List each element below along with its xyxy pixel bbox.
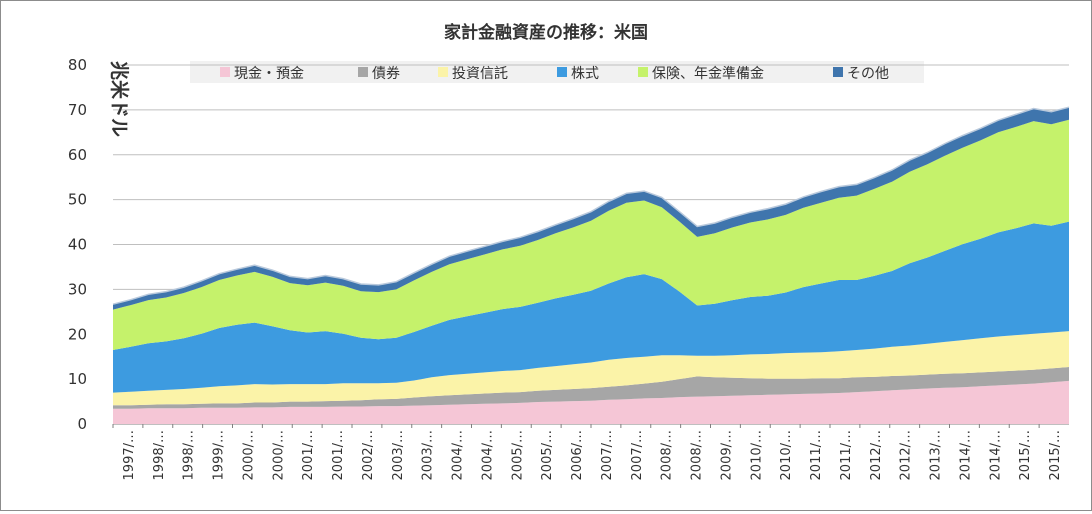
area-5 [113,119,1069,350]
x-tick-label: 2002/… [361,430,376,480]
area-series [113,107,1069,424]
x-tick-label: 2009/… [719,430,734,480]
legend-swatch [358,67,368,77]
x-tick-label: 2008/… [660,430,675,480]
y-tick-label: 70 [68,101,87,119]
top-edge [112,106,1070,305]
x-tick-label: 2006/… [570,430,585,480]
area-2 [113,367,1069,409]
y-tick-label: 60 [68,146,87,164]
legend-label: 現金・預金 [234,66,304,82]
legend-label: 債券 [372,66,400,82]
x-tick-label: 2011/… [809,430,824,480]
x-tick-label: 2003/… [421,430,436,480]
x-tick-label: 2015/… [1018,430,1033,480]
x-tick-label: 2000/… [271,430,286,480]
y-tick-label: 80 [68,56,87,74]
x-tick-label: 1997/… [122,430,137,480]
x-tick-label: 2007/… [600,430,615,480]
legend: 現金・預金 債券 投資信託 株式 保険、年金準備金 その他 [190,61,924,83]
y-tick-label: 50 [68,191,87,209]
x-tick-label: 1999/… [212,430,227,480]
x-tick-label: 2012/… [869,430,884,480]
x-tick-label: 2012/… [899,430,914,480]
x-tick-label: 1998/… [152,430,167,480]
legend-swatch [220,67,230,77]
area-3 [113,331,1069,406]
x-tick-label: 2004/… [451,430,466,480]
x-tick-label: 2007/… [630,430,645,480]
x-tick-label: 1998/… [182,430,197,480]
legend-label: 投資信託 [452,66,508,82]
x-tick-label: 2011/… [839,430,854,480]
legend-swatch [438,67,448,77]
legend-label: その他 [847,66,889,82]
x-tick-label: 2010/… [779,430,794,480]
x-tick-label: 2003/… [391,430,406,480]
chart-title: 家計金融資産の推移：米国 [444,22,648,43]
legend-swatch [638,67,648,77]
x-tick-label: 2001/… [331,430,346,480]
x-tick-label: 2014/… [958,430,973,480]
area-4 [113,221,1069,393]
y-tick-label: 30 [68,280,87,298]
x-tick-label: 2004/… [480,430,495,480]
legend-label: 保険、年金準備金 [652,66,764,82]
x-tick-label: 2000/… [241,430,256,480]
x-tick-label: 2005/… [510,430,525,480]
y-axis: 0 10 20 30 40 50 60 70 80 [68,56,87,433]
x-tick-label: 2014/… [988,430,1003,480]
area-1 [113,380,1069,424]
legend-swatch [833,67,843,77]
x-tick-label: 2015/… [1048,430,1063,480]
area-edges [112,106,1070,305]
y-axis-title: 兆米ドル [108,61,131,137]
x-tick-label: 2001/… [301,430,316,480]
x-tick-label: 2005/… [540,430,555,480]
legend-label: 株式 [571,66,599,82]
x-tick-label: 2013/… [929,430,944,480]
y-tick-label: 0 [77,415,87,433]
legend-swatch [557,67,567,77]
y-tick-label: 10 [68,370,87,388]
x-tick-label: 2010/… [749,430,764,480]
y-tick-label: 20 [68,325,87,343]
x-tick-label: 2008/… [690,430,705,480]
y-tick-label: 40 [68,236,87,254]
x-axis: 1997/… 1998/… 1998/… 1999/… 2000/… 2000/… 2001… [112,424,1063,480]
